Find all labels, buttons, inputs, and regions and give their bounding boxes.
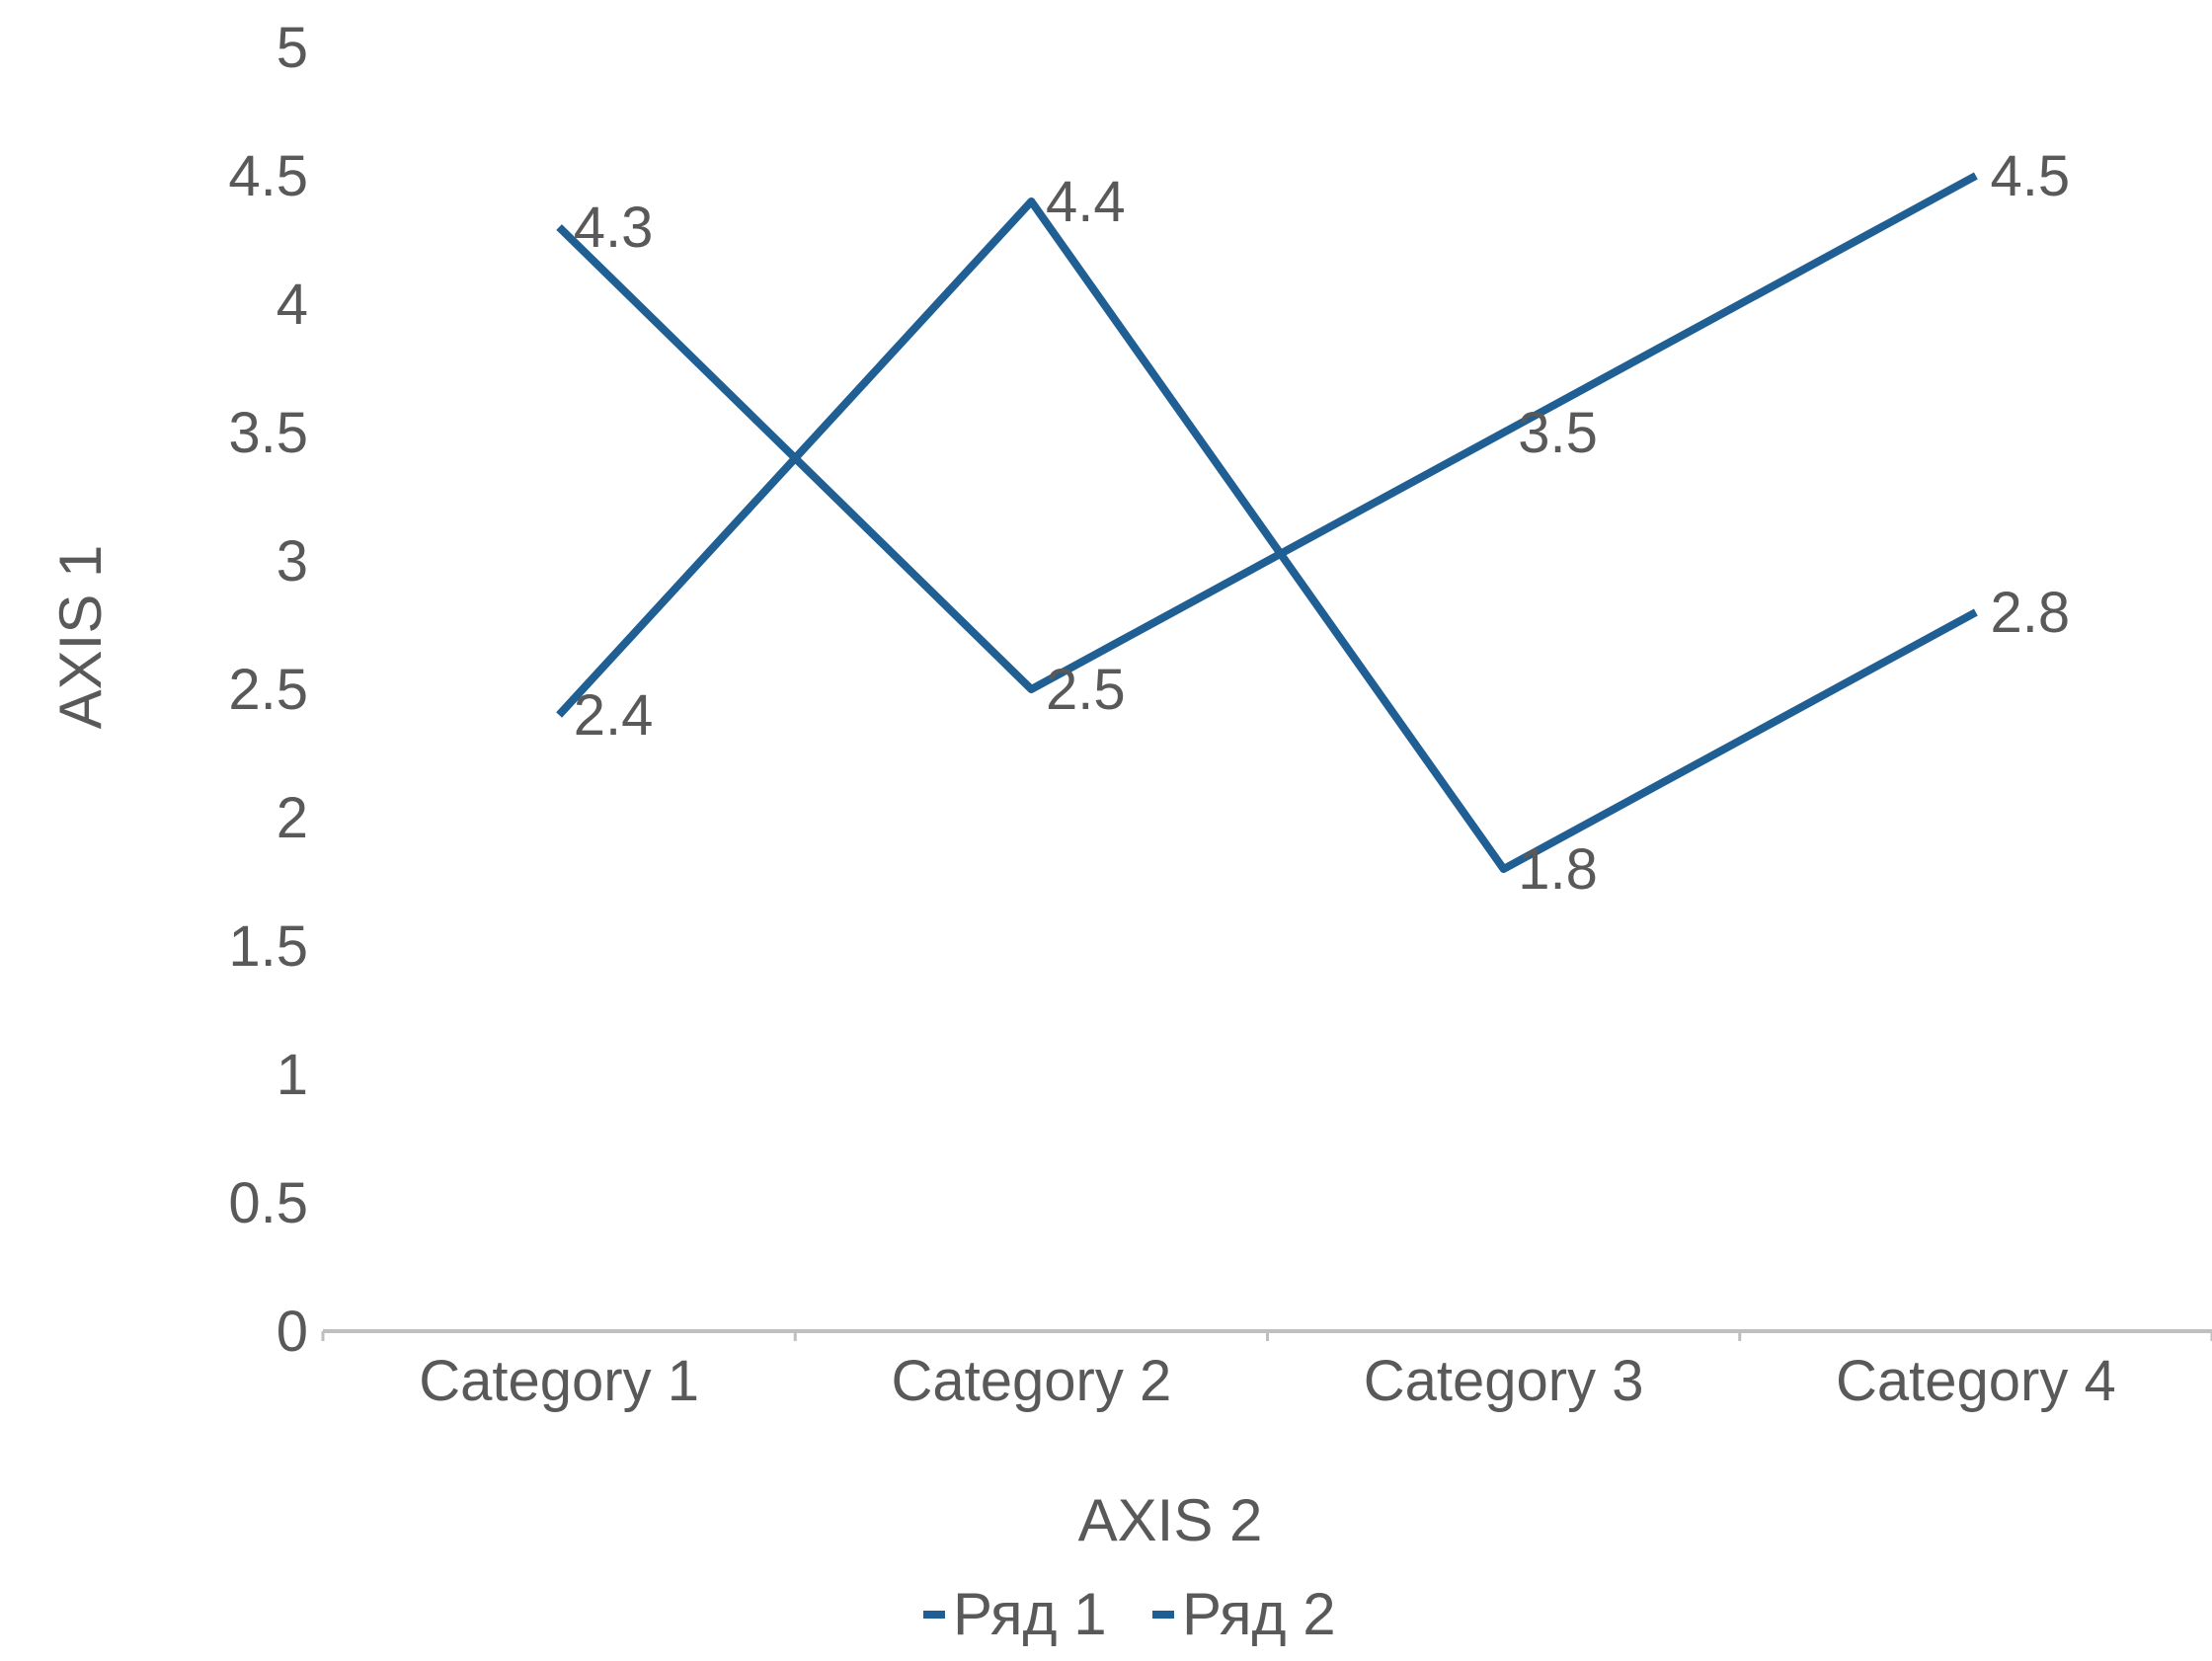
x-tick-label: Category 3 [1364, 1349, 1644, 1413]
data-label: 4.5 [1991, 144, 2071, 208]
y-tick-label: 3 [276, 529, 308, 593]
y-tick-label: 1 [276, 1043, 308, 1107]
x-axis-title: AXIS 2 [1078, 1487, 1263, 1553]
x-axis-labels: Category 1 Category 2 Category 3 Category 4 [419, 1349, 2115, 1413]
data-label: 2.8 [1991, 581, 2071, 645]
series-lines [556, 172, 1978, 873]
y-tick-label: 4 [276, 273, 308, 337]
series-line-2 [556, 198, 1978, 873]
legend-label: Ряд 2 [1182, 1581, 1336, 1647]
data-label: 4.4 [1046, 170, 1126, 234]
data-label: 4.3 [574, 196, 654, 260]
y-tick-label: 2.5 [228, 658, 308, 722]
y-tick-label: 5 [276, 16, 308, 80]
y-tick-label: 4.5 [228, 144, 308, 208]
y-tick-label: 1.5 [228, 914, 308, 979]
y-tick-label: 0.5 [228, 1171, 308, 1235]
y-axis-title: AXIS 1 [47, 545, 114, 730]
legend-label: Ряд 1 [953, 1581, 1107, 1647]
x-tick-label: Category 2 [892, 1349, 1172, 1413]
x-axis-tickmarks [321, 1331, 2212, 1341]
data-label: 2.5 [1046, 658, 1126, 722]
y-axis-ticks: 0 0.5 1 1.5 2 2.5 3 3.5 4 4.5 5 [228, 16, 308, 1364]
series-line-1 [556, 172, 1978, 693]
x-tick-label: Category 4 [1836, 1349, 2116, 1413]
data-labels: 4.3 2.5 3.5 4.5 2.4 4.4 1.8 2.8 [574, 144, 2070, 902]
data-label: 2.4 [574, 683, 654, 748]
y-tick-label: 0 [276, 1300, 308, 1364]
data-label: 1.8 [1518, 837, 1598, 902]
data-label: 3.5 [1518, 401, 1598, 465]
legend: Ряд 1 Ряд 2 [923, 1581, 1336, 1647]
y-tick-label: 2 [276, 786, 308, 850]
x-tick-label: Category 1 [419, 1349, 699, 1413]
y-tick-label: 3.5 [228, 401, 308, 465]
